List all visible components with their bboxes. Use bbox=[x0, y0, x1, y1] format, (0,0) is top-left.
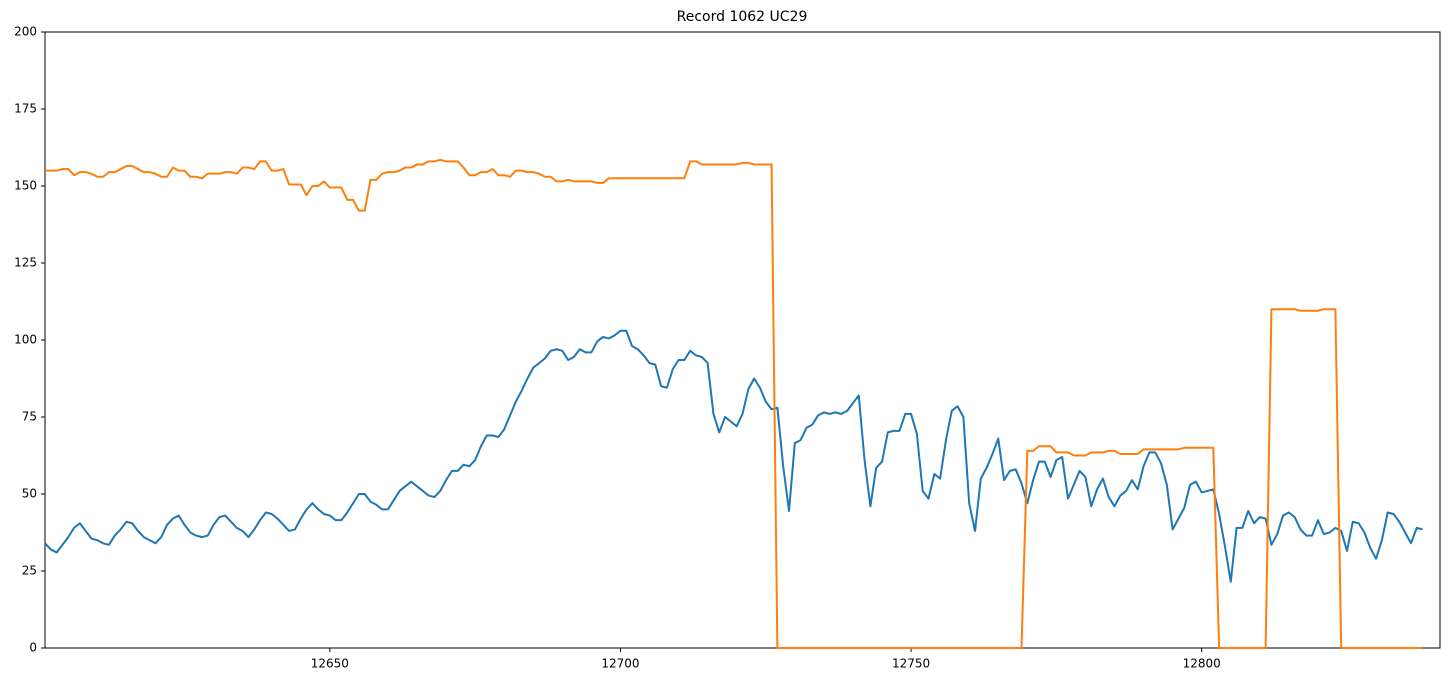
x-tick-label: 12800 bbox=[1183, 657, 1221, 671]
y-tick-label: 200 bbox=[14, 25, 37, 39]
y-tick-label: 0 bbox=[29, 641, 37, 655]
y-tick-label: 25 bbox=[22, 564, 37, 578]
x-tick-label: 12650 bbox=[311, 657, 349, 671]
y-tick-label: 100 bbox=[14, 333, 37, 347]
series-line bbox=[44, 329, 1423, 583]
y-tick-label: 50 bbox=[22, 487, 37, 501]
chart-title: Record 1062 UC29 bbox=[677, 9, 808, 25]
plot-frame bbox=[44, 31, 1441, 649]
y-tick-label: 150 bbox=[14, 179, 37, 193]
y-tick-label: 125 bbox=[14, 256, 37, 270]
series-line bbox=[45, 158, 1423, 649]
x-tick-label: 12750 bbox=[892, 657, 930, 671]
x-tick-label: 12700 bbox=[601, 657, 639, 671]
y-tick-label: 175 bbox=[14, 102, 37, 116]
y-tick-label: 75 bbox=[22, 410, 37, 424]
